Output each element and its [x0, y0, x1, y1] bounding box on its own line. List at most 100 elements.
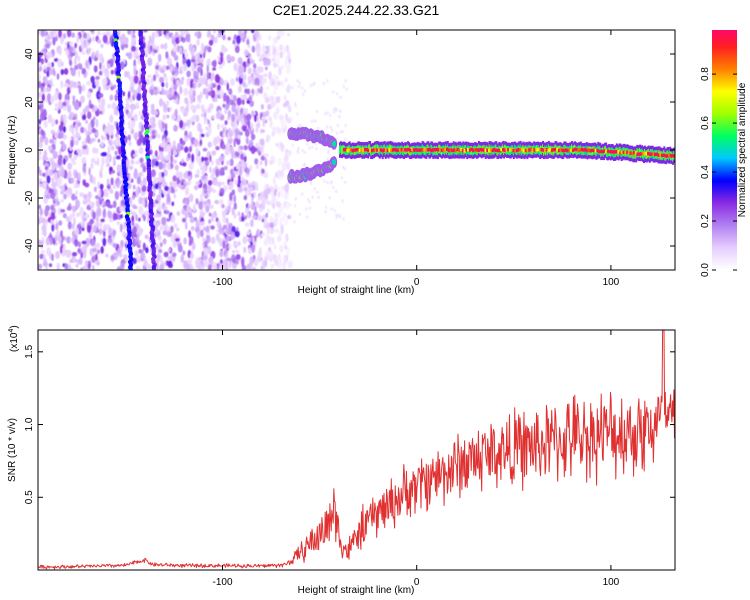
noise-speckle: [106, 178, 110, 186]
noise-speckle: [228, 223, 232, 232]
noise-speckle: [296, 150, 300, 154]
signal-core: [657, 153, 660, 157]
signal-core: [381, 149, 384, 153]
noise-speckle: [176, 176, 180, 186]
noise-speckle: [97, 181, 101, 190]
noise-speckle: [132, 184, 136, 190]
signal-core: [529, 147, 533, 151]
noise-speckle: [285, 201, 290, 210]
noise-speckle: [159, 154, 162, 161]
noise-speckle: [243, 49, 249, 56]
noise-speckle: [133, 66, 136, 76]
colorbar-cell: [712, 96, 737, 99]
noise-speckle: [276, 201, 282, 208]
noise-speckle: [286, 85, 291, 94]
noise-speckle: [232, 40, 236, 45]
noise-speckle: [184, 221, 188, 230]
noise-speckle: [96, 207, 102, 216]
noise-speckle: [72, 134, 76, 140]
noise-speckle: [141, 124, 145, 132]
noise-speckle: [85, 237, 90, 247]
colorbar-cell: [712, 116, 737, 119]
noise-speckle: [89, 248, 93, 256]
noise-speckle: [38, 118, 41, 125]
signal-core: [636, 152, 639, 156]
noise-speckle: [274, 259, 278, 267]
noise-speckle: [65, 191, 71, 198]
noise-speckle: [339, 109, 342, 113]
noise-speckle: [38, 63, 43, 68]
colorbar-tick-label: 0.2: [700, 214, 711, 228]
noise-speckle: [161, 216, 166, 226]
noise-speckle: [254, 30, 260, 38]
noise-speckle: [203, 247, 209, 256]
colorbar-cell: [712, 64, 737, 67]
noise-speckle: [66, 86, 71, 95]
noise-speckle: [62, 114, 67, 121]
noise-speckle: [335, 215, 338, 219]
signal-core: [453, 148, 456, 152]
noise-speckle: [130, 158, 134, 165]
snr-y-multiplier-base: (x10: [9, 332, 20, 352]
noise-speckle: [182, 162, 187, 167]
signal-core: [435, 147, 438, 152]
noise-speckle: [206, 64, 210, 74]
colorbar: 0.0 0.2 0.4 0.6 0.8: [700, 30, 737, 277]
noise-speckle: [43, 258, 48, 267]
noise-speckle: [156, 195, 161, 202]
noise-speckle: [102, 237, 107, 247]
noise-speckle: [215, 111, 221, 120]
noise-speckle: [177, 183, 182, 188]
colorbar-cell: [712, 164, 737, 167]
noise-speckle: [313, 81, 316, 85]
noise-speckle: [78, 100, 82, 108]
signal-core: [411, 147, 414, 152]
colorbar-cell: [712, 188, 737, 191]
signal-core: [467, 148, 470, 152]
direct-signal-band: [339, 140, 675, 165]
noise-speckle: [158, 175, 162, 184]
colorbar-cell: [712, 112, 737, 115]
signal-core: [414, 148, 417, 152]
noise-speckle: [63, 119, 67, 124]
colorbar-cell: [712, 38, 737, 41]
colorbar-cell: [712, 148, 737, 151]
noise-speckle: [183, 48, 187, 54]
noise-speckle: [40, 105, 44, 115]
noise-speckle: [326, 157, 329, 161]
noise-speckle: [91, 55, 95, 60]
noise-speckle: [134, 160, 139, 165]
noise-speckle: [130, 126, 133, 134]
noise-speckle: [173, 90, 178, 96]
noise-speckle: [297, 146, 300, 150]
noise-speckle: [242, 236, 247, 245]
noise-speckle: [302, 163, 306, 168]
signal-core: [641, 151, 645, 156]
noise-speckle: [43, 254, 46, 260]
noise-speckle: [74, 42, 78, 49]
noise-speckle: [71, 252, 78, 257]
noise-speckle: [183, 136, 188, 142]
signal-core: [578, 148, 582, 152]
noise-speckle: [97, 39, 102, 44]
noise-speckle: [233, 62, 238, 72]
noise-speckle: [75, 190, 78, 195]
noise-speckle: [62, 158, 66, 165]
noise-speckle: [263, 189, 269, 199]
noise-speckle: [83, 249, 87, 259]
noise-speckle: [271, 131, 276, 137]
noise-speckle: [281, 80, 284, 88]
noise-speckle: [283, 193, 289, 200]
noise-speckle: [207, 126, 212, 136]
noise-speckle: [199, 221, 205, 226]
colorbar-cell: [712, 30, 737, 33]
y-tick-label: 1.5: [24, 344, 35, 358]
noise-speckle: [40, 58, 44, 65]
noise-speckle: [108, 218, 114, 223]
noise-speckle: [253, 74, 258, 79]
signal-core: [594, 149, 597, 153]
colorbar-cell: [712, 260, 737, 263]
noise-speckle: [81, 240, 87, 245]
noise-speckle: [47, 193, 52, 199]
noise-speckle: [165, 51, 169, 59]
